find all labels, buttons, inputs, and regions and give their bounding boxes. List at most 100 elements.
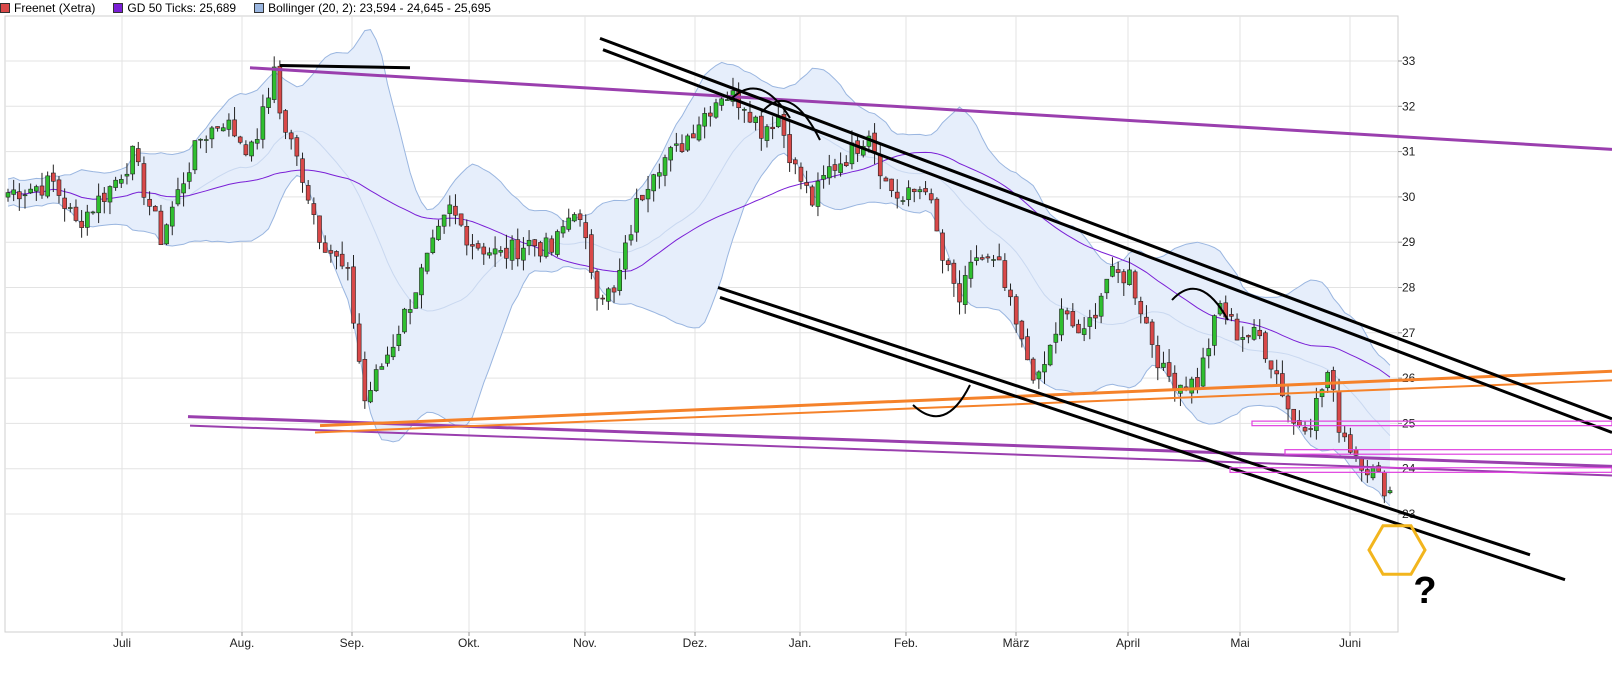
- candle: [951, 259, 957, 297]
- candle: [203, 135, 209, 154]
- candle: [130, 145, 135, 181]
- candle: [1212, 314, 1217, 356]
- candle: [1314, 387, 1319, 440]
- candle: [764, 124, 770, 148]
- x-tick-label: Sep.: [340, 636, 365, 650]
- candle: [894, 179, 900, 209]
- x-tick-label: Okt.: [458, 636, 480, 650]
- x-tick-label: Aug.: [230, 636, 255, 650]
- candle: [577, 209, 583, 227]
- trend-line-purple: [187, 415, 1612, 468]
- candle: [430, 229, 436, 255]
- candle: [419, 263, 424, 309]
- candle: [181, 172, 186, 207]
- candle: [968, 250, 974, 288]
- candle: [985, 253, 991, 263]
- candle: [645, 175, 651, 213]
- candle: [640, 194, 645, 202]
- candle: [1047, 344, 1053, 367]
- legend-label: Freenet (Xetra): [14, 1, 96, 15]
- candle: [1161, 351, 1166, 371]
- legend-item: GD 50 Ticks: 25,689: [113, 0, 236, 16]
- x-tick-label: Juni: [1339, 636, 1361, 650]
- candle: [515, 228, 521, 267]
- candle: [996, 243, 1002, 261]
- candle: [1274, 359, 1280, 385]
- question-mark: ?: [1413, 570, 1436, 612]
- candle: [623, 235, 628, 280]
- candle: [118, 174, 124, 188]
- zone-rectangle: [1284, 449, 1612, 455]
- candle: [317, 215, 322, 250]
- candle: [1115, 261, 1121, 284]
- candle: [345, 262, 351, 281]
- candle: [339, 241, 345, 270]
- candle: [549, 235, 555, 256]
- candle: [792, 157, 798, 175]
- candle: [560, 219, 566, 238]
- candle: [1251, 319, 1257, 341]
- candle: [979, 254, 985, 261]
- candle: [356, 313, 362, 364]
- candle: [39, 172, 45, 199]
- candle: [169, 201, 175, 236]
- candle: [674, 132, 679, 152]
- candle: [436, 219, 441, 241]
- candle: [611, 285, 617, 303]
- zone-rectangle: [1251, 420, 1612, 427]
- x-tick-label: Nov.: [573, 636, 597, 650]
- x-tick-label: Jan.: [789, 636, 812, 650]
- candle: [1285, 383, 1291, 423]
- candle: [504, 234, 509, 269]
- candle: [708, 105, 713, 127]
- candle: [662, 154, 668, 187]
- candle: [1053, 322, 1059, 354]
- candle: [696, 116, 702, 142]
- x-tick-label: April: [1116, 636, 1140, 650]
- candle: [532, 239, 538, 257]
- candle: [164, 223, 169, 246]
- candle: [492, 236, 498, 267]
- candle: [362, 351, 368, 409]
- candle: [991, 254, 996, 268]
- candle: [368, 381, 373, 404]
- candle: [1302, 420, 1308, 435]
- trend-line-orange: [319, 369, 1612, 428]
- legend-item: Bollinger (20, 2): 23,594 - 24,645 - 25,…: [254, 0, 491, 16]
- trend-line-black: [599, 36, 1612, 421]
- legend-label: GD 50 Ticks: 25,689: [127, 1, 237, 15]
- arc-mark: [761, 100, 821, 141]
- candle: [1138, 296, 1144, 324]
- candle: [232, 107, 237, 138]
- candle: [226, 113, 232, 137]
- arc-mark: [1171, 287, 1229, 321]
- candle: [1325, 370, 1330, 393]
- candle: [617, 258, 623, 296]
- candle: [821, 165, 826, 189]
- candle: [657, 163, 662, 189]
- legend-item: Freenet (Xetra): [0, 0, 95, 16]
- candle: [17, 183, 22, 211]
- candle: [175, 177, 181, 207]
- y-tick-label: 30: [1402, 190, 1416, 204]
- candle: [1002, 253, 1008, 292]
- candle: [311, 197, 317, 225]
- candle: [1206, 338, 1212, 369]
- candle: [719, 96, 724, 111]
- candle: [1110, 257, 1115, 278]
- candle: [1342, 425, 1347, 442]
- candle: [294, 134, 300, 166]
- x-tick-label: Dez.: [683, 636, 708, 650]
- candle: [900, 196, 906, 205]
- y-tick-label: 28: [1402, 281, 1416, 295]
- candle: [917, 186, 923, 200]
- candle: [266, 87, 271, 114]
- candle: [589, 229, 594, 280]
- candle: [385, 346, 390, 367]
- candle: [883, 176, 889, 182]
- trend-line-black: [279, 64, 411, 70]
- candle: [373, 364, 379, 392]
- candle: [458, 213, 464, 227]
- candle: [1008, 283, 1013, 306]
- candle: [96, 183, 101, 224]
